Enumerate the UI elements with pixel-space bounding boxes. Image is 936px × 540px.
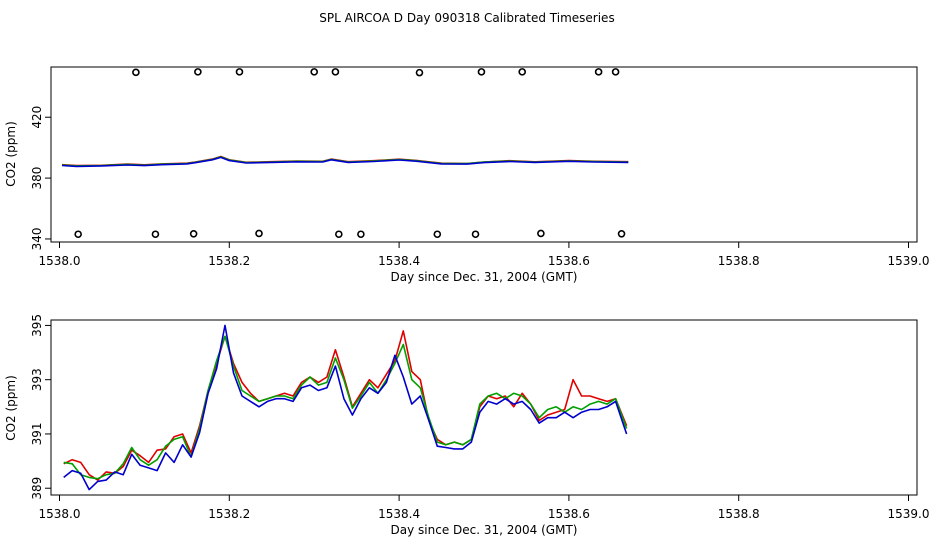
upper-marker-point xyxy=(331,68,340,76)
upper-plot-frame xyxy=(50,66,918,243)
upper-y-tick-label: 380 xyxy=(30,167,44,190)
upper-marker-point xyxy=(255,229,263,238)
upper-marker-point xyxy=(189,229,198,238)
upper-marker-point xyxy=(477,68,486,76)
upper-x-tick-label: 1538.2 xyxy=(208,254,250,268)
upper-marker-point xyxy=(433,230,442,239)
upper-marker-point xyxy=(310,68,318,76)
upper-marker-point xyxy=(194,68,202,76)
upper-marker-point xyxy=(537,229,545,238)
lower-x-tick-label: 1538.8 xyxy=(718,507,760,521)
upper-x-tick-label: 1538.6 xyxy=(548,254,590,268)
upper-panel: 1538.0 1538.2 1538.4 1538.6 1538.8 1539.0 340… xyxy=(4,66,930,284)
lower-x-tick-label: 1539.0 xyxy=(888,507,930,521)
upper-marker-point xyxy=(335,230,343,239)
upper-markers xyxy=(74,68,626,239)
lower-series-blue xyxy=(63,324,628,491)
lower-y-tick-label: 395 xyxy=(30,314,44,337)
upper-marker-point xyxy=(74,230,82,239)
upper-marker-point xyxy=(235,68,244,76)
lower-y-tick-label: 393 xyxy=(30,368,44,391)
upper-y-tick-label: 340 xyxy=(30,228,44,251)
upper-x-axis: 1538.0 1538.2 1538.4 1538.6 1538.8 1539.0 xyxy=(38,242,930,268)
lower-series-red xyxy=(63,330,628,481)
chart-title: SPL AIRCOA D Day 090318 Calibrated Times… xyxy=(319,11,614,25)
upper-y-axis: 340 380 420 xyxy=(30,106,51,251)
upper-x-tick-label: 1538.8 xyxy=(718,254,760,268)
upper-marker-point xyxy=(471,230,480,239)
lower-x-axis-label: Day since Dec. 31, 2004 (GMT) xyxy=(391,523,578,537)
lower-x-tick-label: 1538.2 xyxy=(208,507,250,521)
upper-x-tick-label: 1538.4 xyxy=(378,254,420,268)
upper-series xyxy=(61,155,629,168)
upper-x-tick-label: 1538.0 xyxy=(38,254,80,268)
lower-y-axis-label: CO2 (ppm) xyxy=(4,375,18,441)
lower-x-axis: 1538.0 1538.2 1538.4 1538.6 1538.8 1539.0 xyxy=(38,495,930,521)
upper-marker-point xyxy=(357,230,365,239)
lower-panel: 1538.0 1538.2 1538.4 1538.6 1538.8 1539.0 389… xyxy=(4,314,930,537)
upper-x-tick-label: 1539.0 xyxy=(888,254,930,268)
upper-marker-point xyxy=(132,68,140,77)
lower-x-tick-label: 1538.0 xyxy=(38,507,80,521)
upper-y-axis-label: CO2 (ppm) xyxy=(4,121,18,187)
upper-marker-point xyxy=(151,230,160,239)
upper-marker-point xyxy=(594,68,603,76)
lower-y-tick-label: 389 xyxy=(30,477,44,500)
lower-x-tick-label: 1538.4 xyxy=(378,507,420,521)
upper-marker-point xyxy=(617,229,626,238)
lower-series xyxy=(63,324,628,491)
upper-series-blue xyxy=(61,156,629,168)
upper-marker-point xyxy=(518,68,527,76)
lower-x-tick-label: 1538.6 xyxy=(548,507,590,521)
upper-marker-point xyxy=(415,68,424,77)
lower-plot-frame xyxy=(50,319,918,496)
lower-y-tick-label: 391 xyxy=(30,423,44,446)
upper-y-tick-label: 420 xyxy=(30,106,44,129)
lower-y-axis: 389 391 393 395 xyxy=(30,314,51,500)
upper-marker-point xyxy=(611,68,620,76)
upper-x-axis-label: Day since Dec. 31, 2004 (GMT) xyxy=(391,270,578,284)
lower-series-green xyxy=(63,335,628,480)
